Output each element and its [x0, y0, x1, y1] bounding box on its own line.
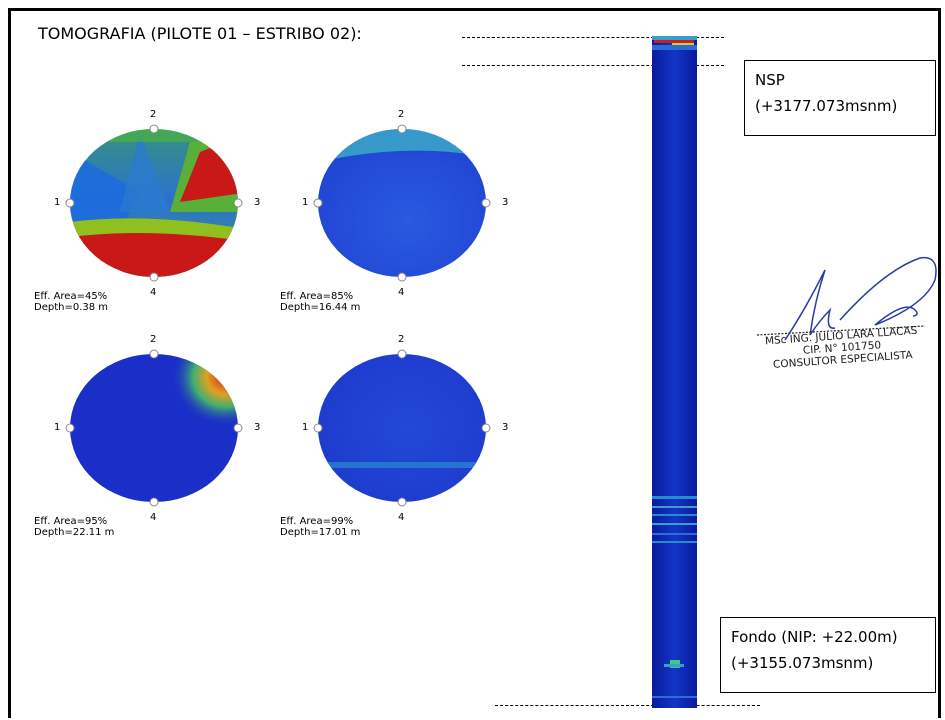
tomogram-1-area: Eff. Area=45%	[34, 291, 108, 302]
tomogram-2: 2 1 3 4	[298, 102, 518, 302]
tomogram-3-depth: Depth=22.11 m	[34, 527, 115, 538]
nsp-elevation: (+3177.073msnm)	[755, 97, 898, 115]
tomogram-3-area: Eff. Area=95%	[34, 516, 108, 527]
fondo-label: Fondo (NIP: +22.00m)	[731, 628, 898, 646]
fondo-elevation: (+3155.073msnm)	[731, 654, 874, 672]
tomogram-4-depth: Depth=17.01 m	[280, 527, 361, 538]
page-frame	[8, 8, 941, 718]
sensor-label-3: 3	[254, 422, 261, 433]
nsp-box: NSP (+3177.073msnm)	[744, 60, 936, 136]
sensor-label-1: 1	[54, 197, 61, 208]
tomogram-2-area: Eff. Area=85%	[280, 291, 354, 302]
fondo-box: Fondo (NIP: +22.00m) (+3155.073msnm)	[720, 617, 936, 693]
sensor-label-3: 3	[502, 197, 509, 208]
bottom-dashed-line	[495, 705, 760, 706]
sensor-label-4: 4	[150, 512, 157, 523]
tomogram-1: 2 1 3 4	[50, 102, 270, 302]
tomogram-4: 2 1 3 4	[298, 327, 518, 527]
sensor-label-4: 4	[398, 512, 405, 523]
top-dashed-line	[462, 37, 724, 38]
sensor-label-1: 1	[302, 422, 309, 433]
nsp-dashed-line	[462, 65, 724, 66]
sensor-label-1: 1	[302, 197, 309, 208]
sensor-label-3: 3	[254, 197, 261, 208]
sensor-label-2: 2	[150, 109, 157, 120]
sensor-label-4: 4	[398, 287, 405, 298]
tomogram-2-depth: Depth=16.44 m	[280, 302, 361, 313]
sensor-label-2: 2	[150, 334, 157, 345]
nsp-label: NSP	[755, 71, 785, 89]
sensor-label-1: 1	[54, 422, 61, 433]
handwritten-signature	[756, 256, 937, 341]
sensor-label-3: 3	[502, 422, 509, 433]
tomogram-3: 2 1 3 4	[50, 327, 270, 527]
vertical-scan-strip	[652, 36, 697, 708]
tomogram-1-depth: Depth=0.38 m	[34, 302, 109, 313]
sensor-label-2: 2	[398, 334, 405, 345]
tomogram-4-area: Eff. Area=99%	[280, 516, 354, 527]
page-title: TOMOGRAFIA (PILOTE 01 – ESTRIBO 02):	[38, 24, 362, 43]
sensor-label-2: 2	[398, 109, 405, 120]
sensor-label-4: 4	[150, 287, 157, 298]
